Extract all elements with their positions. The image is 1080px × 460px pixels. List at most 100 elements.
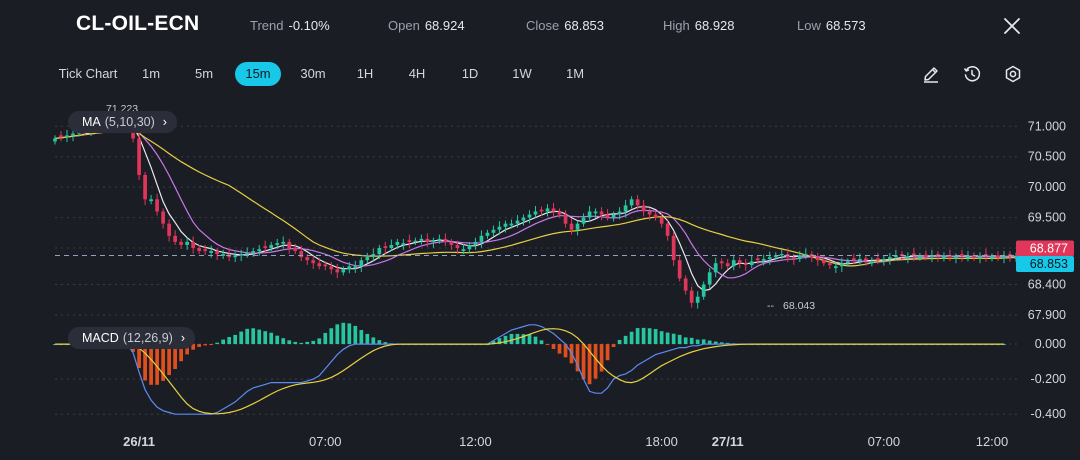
macd-bar-down (197, 344, 202, 347)
candle-up (930, 255, 934, 258)
pencil-icon[interactable] (921, 64, 941, 84)
macd-bar-up (341, 322, 346, 345)
candle-down (863, 258, 868, 261)
candle-down (197, 248, 202, 252)
candle-down (876, 258, 880, 261)
candle-up (341, 269, 346, 273)
tab-1m[interactable]: 1m (141, 66, 161, 81)
candle-up (509, 223, 514, 226)
tab-1d[interactable]: 1D (461, 66, 479, 81)
macd-bar-up (377, 340, 382, 345)
candle-down (827, 263, 832, 266)
tab-1w[interactable]: 1W (512, 66, 532, 81)
macd-bar-up (623, 335, 628, 345)
candle-down (599, 211, 604, 215)
candle-down (641, 205, 646, 212)
time-tick-label: 12:00 (459, 434, 492, 449)
macd-bar-down (605, 344, 610, 361)
candle-up (185, 241, 189, 245)
macd-bar-up (635, 328, 640, 345)
macd-bar-up (497, 338, 502, 345)
macd-indicator-pill[interactable]: MACD (12,26,9) › (68, 327, 196, 349)
candle-up (761, 258, 766, 261)
candle-down (161, 211, 165, 224)
candle-up (431, 240, 436, 242)
macd-bar-up (227, 337, 232, 345)
macd-bar-up (647, 328, 652, 345)
candle-down (263, 246, 268, 248)
candle-down (683, 278, 688, 291)
macd-bar-down (599, 344, 604, 372)
chevron-right-icon[interactable]: › (162, 115, 167, 129)
candle-down (948, 255, 952, 258)
candle-down (563, 214, 568, 224)
time-tick-label: 12:00 (976, 434, 1009, 449)
candle-up (857, 258, 862, 261)
tab-1m-month[interactable]: 1M (565, 66, 585, 81)
high-stat: High 68.928 (663, 18, 735, 33)
low-stat: Low 68.573 (797, 18, 866, 33)
macd-bar-up (617, 339, 622, 345)
macd-bar-up (689, 337, 694, 345)
candle-up (437, 238, 442, 241)
candle-down (203, 249, 208, 252)
macd-bar-up (677, 334, 682, 345)
tab-30m[interactable]: 30m (300, 66, 326, 81)
candle-down (569, 223, 574, 230)
tab-15m[interactable]: 15m (235, 62, 281, 86)
candle-up (888, 257, 892, 259)
candle-down (996, 255, 1000, 258)
macd-bar-up (305, 341, 310, 345)
tab-5m[interactable]: 5m (194, 66, 214, 81)
candle-up (53, 138, 57, 142)
candle-up (749, 261, 754, 266)
macd-bar-up (491, 340, 496, 345)
candle-up (954, 256, 958, 259)
candle-up (515, 220, 520, 224)
macd-bar-up (311, 340, 316, 345)
close-price-tag: 68.853 (1030, 257, 1068, 271)
candle-up (275, 243, 280, 245)
time-tick-label: 26/11 (123, 434, 155, 449)
candle-up (419, 238, 424, 241)
candle-down (173, 235, 177, 242)
macd-bar-up (701, 339, 706, 345)
candle-down (677, 260, 682, 279)
macd-bar-down (191, 344, 195, 350)
candle-down (659, 217, 664, 224)
settings-icon[interactable] (1003, 64, 1023, 84)
candle-down (671, 235, 676, 261)
macd-bar-up (653, 329, 658, 345)
macd-bar-down (209, 344, 214, 346)
candle-up (966, 256, 970, 259)
candle-up (593, 211, 598, 214)
macd-bar-up (527, 334, 532, 345)
candle-down (305, 257, 310, 261)
candle-up (209, 251, 214, 253)
macd-bar-up (719, 342, 724, 345)
chevron-right-icon[interactable]: › (180, 331, 186, 345)
macd-bar-up (353, 325, 358, 345)
time-tick-label: 27/11 (712, 434, 744, 449)
tab-tick-chart[interactable]: Tick Chart (58, 66, 118, 81)
candle-down (311, 260, 316, 264)
price-tick-label: 69.500 (1028, 211, 1066, 225)
candle-down (605, 214, 610, 218)
candle-up (281, 241, 286, 244)
tab-1h[interactable]: 1H (356, 66, 374, 81)
candle-up (894, 255, 898, 258)
clock-reset-icon[interactable] (962, 64, 982, 84)
close-icon[interactable] (1001, 15, 1023, 37)
candle-down (443, 238, 448, 242)
candle-down (179, 241, 183, 245)
candle-up (869, 261, 874, 264)
macd-bar-up (287, 340, 292, 345)
candle-up (257, 249, 262, 252)
candle-down (557, 211, 562, 215)
tab-4h[interactable]: 4H (408, 66, 426, 81)
ma-indicator-pill[interactable]: MA (5,10,30) › (68, 111, 177, 133)
trend-stat: Trend -0.10% (250, 18, 330, 33)
candle-down (851, 258, 856, 261)
macd-bar-up (725, 342, 730, 345)
